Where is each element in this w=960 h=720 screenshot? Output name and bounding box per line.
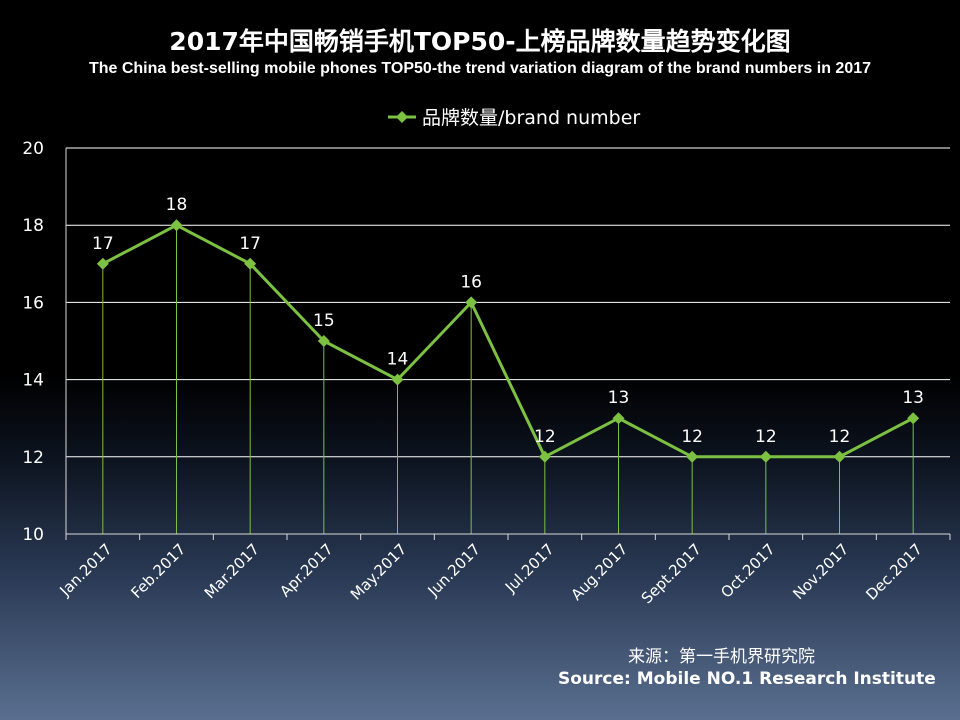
x-tick-label: Feb.2017: [127, 540, 189, 602]
series-markers: [96, 219, 920, 463]
data-point: [686, 450, 699, 463]
series-line-layer: [102, 223, 914, 459]
data-label: 16: [460, 272, 482, 292]
axes: 10 12 14 16 18 20 Jan.2017 Feb.2017 Mar.2017 Apr.…: [22, 139, 951, 607]
data-point: [96, 257, 109, 270]
x-tick-label: Jul.2017: [501, 540, 558, 597]
x-tick-label: Nov.2017: [789, 540, 852, 603]
data-label: 15: [313, 311, 335, 331]
y-tick-label: 16: [22, 293, 44, 313]
data-point: [759, 450, 772, 463]
data-label: 13: [902, 388, 924, 408]
x-tick-label: Aug.2017: [568, 540, 632, 604]
legend-marker: [396, 111, 408, 123]
drop-lines: [102, 225, 914, 534]
x-tick-label: Oct.2017: [717, 540, 778, 601]
data-point: [170, 219, 183, 232]
data-point: [907, 412, 920, 425]
x-tick-label: Jun.2017: [424, 540, 484, 600]
y-tick-label: 18: [22, 216, 44, 236]
data-label: 12: [829, 427, 851, 447]
data-point: [317, 335, 330, 347]
data-label: 12: [534, 427, 556, 447]
x-tick-label: Apr.2017: [276, 540, 336, 600]
data-label: 17: [239, 234, 261, 254]
source-chinese: 来源：第一手机界研究院: [628, 647, 815, 667]
x-tick-label: Jan.2017: [56, 540, 116, 600]
source-english: Source: Mobile NO.1 Research Institute: [558, 669, 936, 689]
data-label: 12: [755, 427, 777, 447]
gridlines: [66, 147, 950, 458]
legend-label: 品牌数量/brand number: [422, 107, 640, 129]
x-tick-label: Mar.2017: [201, 540, 263, 602]
data-label: 12: [681, 427, 703, 447]
x-tick-label: Sept.2017: [638, 540, 705, 607]
y-tick-label: 14: [22, 371, 44, 391]
chart-title: 2017年中国畅销手机TOP50-上榜品牌数量趋势变化图: [169, 27, 791, 56]
data-point: [391, 373, 404, 386]
x-tick-label: May.2017: [347, 540, 411, 604]
data-point: [244, 257, 257, 270]
data-labels: 17 18 17 15 14 16 12 13 12 12 12 13: [92, 195, 924, 447]
y-tick-label: 12: [22, 448, 44, 468]
data-label: 18: [166, 195, 188, 215]
legend: 品牌数量/brand number: [388, 107, 640, 129]
data-label: 14: [387, 350, 409, 370]
y-tick-label: 10: [22, 525, 44, 545]
data-label: 13: [608, 388, 630, 408]
x-tick-label: Dec.2017: [862, 540, 926, 604]
data-point: [833, 450, 846, 463]
data-label: 17: [92, 234, 114, 254]
data-point: [612, 412, 625, 425]
chart-subtitle: The China best-selling mobile phones TOP…: [88, 60, 872, 77]
data-point: [538, 450, 551, 463]
y-tick-label: 20: [22, 139, 44, 159]
data-point: [465, 296, 478, 309]
series-line: [102, 223, 914, 459]
